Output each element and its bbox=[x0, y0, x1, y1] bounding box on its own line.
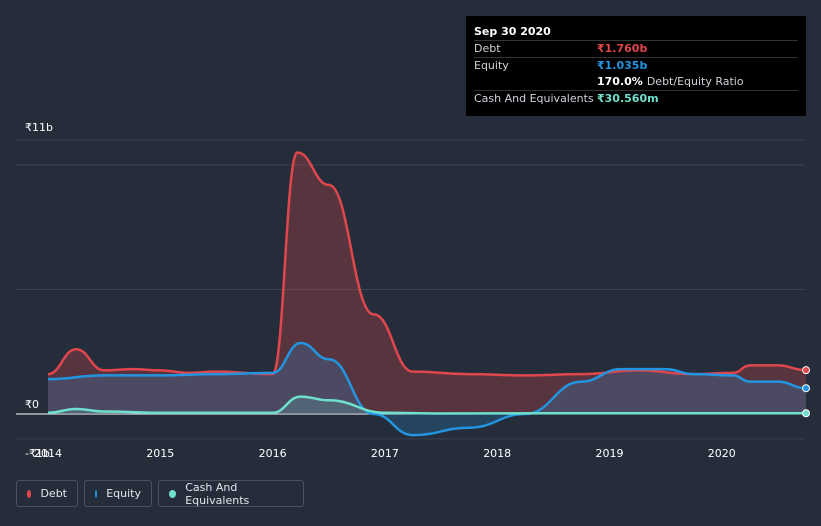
tooltip-date: Sep 30 2020 bbox=[474, 25, 551, 38]
y-tick-label: ₹11b bbox=[25, 121, 53, 134]
cash-line bbox=[47, 395, 807, 415]
tooltip-cash-label: Cash And Equivalents bbox=[474, 92, 594, 105]
tooltip-equity-value: ₹1.035b bbox=[597, 59, 648, 72]
x-tick-label: 2020 bbox=[708, 447, 736, 460]
debt-end-marker bbox=[802, 366, 811, 375]
legend-cash-toggle[interactable]: Cash And Equivalents bbox=[158, 480, 304, 507]
tooltip-ratio-value: 170.0% bbox=[597, 75, 643, 88]
cash-end-marker bbox=[802, 409, 811, 418]
legend-equity-label: Equity bbox=[106, 487, 141, 500]
tooltip-debt-value: ₹1.760b bbox=[597, 42, 648, 55]
legend-cash-dot-icon bbox=[169, 489, 177, 498]
tooltip-cash-value: ₹30.560m bbox=[597, 92, 659, 105]
x-tick-label: 2016 bbox=[259, 447, 287, 460]
legend-equity-toggle[interactable]: Equity bbox=[84, 480, 152, 507]
legend-cash-label: Cash And Equivalents bbox=[185, 480, 250, 507]
y-axis-labels: ₹11b ₹0 -₹1b bbox=[25, 121, 53, 460]
equity-line bbox=[47, 341, 807, 437]
y-tick-label: ₹0 bbox=[25, 398, 39, 411]
x-tick-label: 2017 bbox=[371, 447, 399, 460]
tooltip-ratio-label: Debt/Equity Ratio bbox=[646, 75, 744, 88]
debt-area bbox=[48, 152, 807, 415]
tooltip-debt-row: Debt ₹1.760b bbox=[474, 40, 798, 57]
chart-end-markers bbox=[802, 366, 811, 418]
chart-areas bbox=[48, 152, 807, 436]
x-tick-label: 2015 bbox=[146, 447, 174, 460]
tooltip-cash-row: Cash And Equivalents ₹30.560m bbox=[474, 90, 798, 107]
data-tooltip: Sep 30 2020 Debt ₹1.760b Equity ₹1.035b … bbox=[466, 16, 806, 116]
y-tick-label: -₹1b bbox=[25, 447, 50, 460]
tooltip-equity-row: Equity ₹1.035b bbox=[474, 57, 798, 74]
tooltip-debt-label: Debt bbox=[474, 42, 501, 55]
legend-debt-label: Debt bbox=[40, 487, 67, 500]
legend-debt-dot-icon bbox=[27, 489, 32, 498]
legend-equity-dot-icon bbox=[95, 489, 98, 498]
chart-lines bbox=[47, 151, 807, 437]
x-axis-labels: 2014 2015 2016 2017 2018 2019 2020 bbox=[34, 447, 736, 460]
debt-line bbox=[47, 151, 807, 377]
legend-debt-toggle[interactable]: Debt bbox=[16, 480, 78, 507]
tooltip-ratio-row: 170.0% Debt/Equity Ratio bbox=[474, 74, 798, 90]
x-tick-label: 2018 bbox=[483, 447, 511, 460]
x-tick-label: 2019 bbox=[596, 447, 624, 460]
tooltip-equity-label: Equity bbox=[474, 59, 509, 72]
equity-end-marker bbox=[802, 384, 811, 393]
x-tick-label: 2014 bbox=[34, 447, 62, 460]
